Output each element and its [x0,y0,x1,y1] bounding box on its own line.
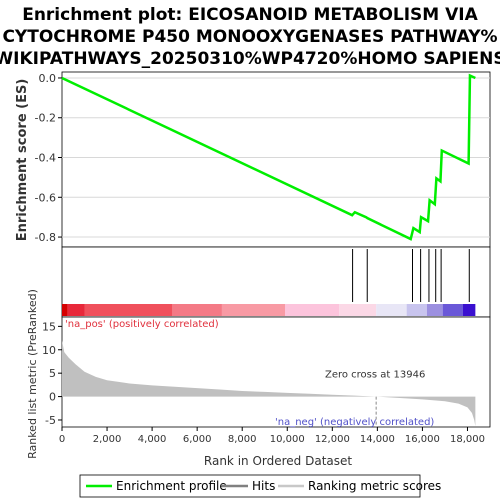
es-y-axis-label: Enrichment score (ES) [15,79,30,242]
ranked-metric-panel: Zero cross at 13946 'na_pos' (positively… [26,289,491,468]
ranked-y-tick-label: 0 [49,391,56,404]
es-y-tick-label: 0.0 [39,72,57,85]
ranked-y-axis-label: Ranked list metric (PreRanked) [26,289,39,459]
color-bar-segment [172,304,222,316]
es-y-tick-label: -0.4 [35,152,56,165]
color-bar-segment [285,304,340,316]
color-bar-segment [442,304,463,316]
color-bar-segment [339,304,377,316]
es-curve [61,73,476,241]
color-bar-segment [426,304,443,316]
color-bar-segment [84,304,173,316]
x-tick-label: 18,000 [450,434,485,445]
color-bar-segment [462,304,476,316]
hits-lines [352,249,470,302]
es-y-tick-label: -0.6 [35,191,56,204]
x-tick-label: 12,000 [315,434,350,445]
x-tick-label: 0 [59,434,65,445]
x-tick-label: 10,000 [270,434,305,445]
color-bar-segment [62,304,68,316]
x-axis-label: Rank in Ordered Dataset [204,454,352,468]
ranked-y-tick-label: 15 [42,320,56,333]
es-y-axis: 0.0 -0.2 -0.4 -0.6 -0.8 [35,72,62,244]
legend: Enrichment profile Hits Ranking metric s… [79,474,441,498]
ranked-x-axis: 0 2,000 4,000 6,000 8,000 10,000 12,000 14,000 1… [59,427,485,445]
legend-label-enrichment-profile: Enrichment profile [116,479,227,493]
ranked-panel-frame [61,316,491,428]
color-bar-segment [406,304,427,316]
es-panel: 0.0 -0.2 -0.4 -0.6 -0.8 Enrichment score (ES… [15,71,491,248]
legend-label-hits: Hits [252,479,275,493]
x-tick-label: 14,000 [360,434,395,445]
ranked-y-tick-label: -5 [45,414,56,427]
x-tick-label: 4,000 [138,434,167,445]
positive-correlation-label: 'na_pos' (positively correlated) [65,319,219,330]
chart-title-line-1: Enrichment plot: EICOSANOID METABOLISM V… [22,5,478,25]
legend-label-ranking-metric: Ranking metric scores [308,479,441,493]
negative-correlation-label: 'na_neg' (negatively correlated) [275,417,434,428]
ranking-color-bar [62,304,476,316]
es-y-tick-label: -0.8 [35,231,56,244]
legend-box [79,474,421,498]
chart-title-line-2: CYTOCHROME P450 MONOOXYGENASES PATHWAY% [2,27,497,47]
x-tick-label: 6,000 [183,434,212,445]
ranked-y-tick-label: 10 [42,344,56,357]
color-bar-segment [221,304,286,316]
x-tick-label: 8,000 [228,434,257,445]
color-bar-segment [376,304,407,316]
x-tick-label: 16,000 [405,434,440,445]
zero-cross-label: Zero cross at 13946 [325,370,425,381]
chart-title-line-3: WIKIPATHWAYS_20250310%WP4720%HOMO SAPIEN… [0,49,500,69]
es-panel-frame [61,71,491,248]
es-y-tick-label: -0.2 [35,112,56,125]
ranked-y-tick-label: 5 [49,367,56,380]
ranked-y-axis: 15 10 5 0 -5 [42,320,62,427]
x-tick-label: 2,000 [93,434,122,445]
es-gridlines [62,77,490,238]
hits-panel [61,246,491,318]
color-bar-segment [67,304,85,316]
